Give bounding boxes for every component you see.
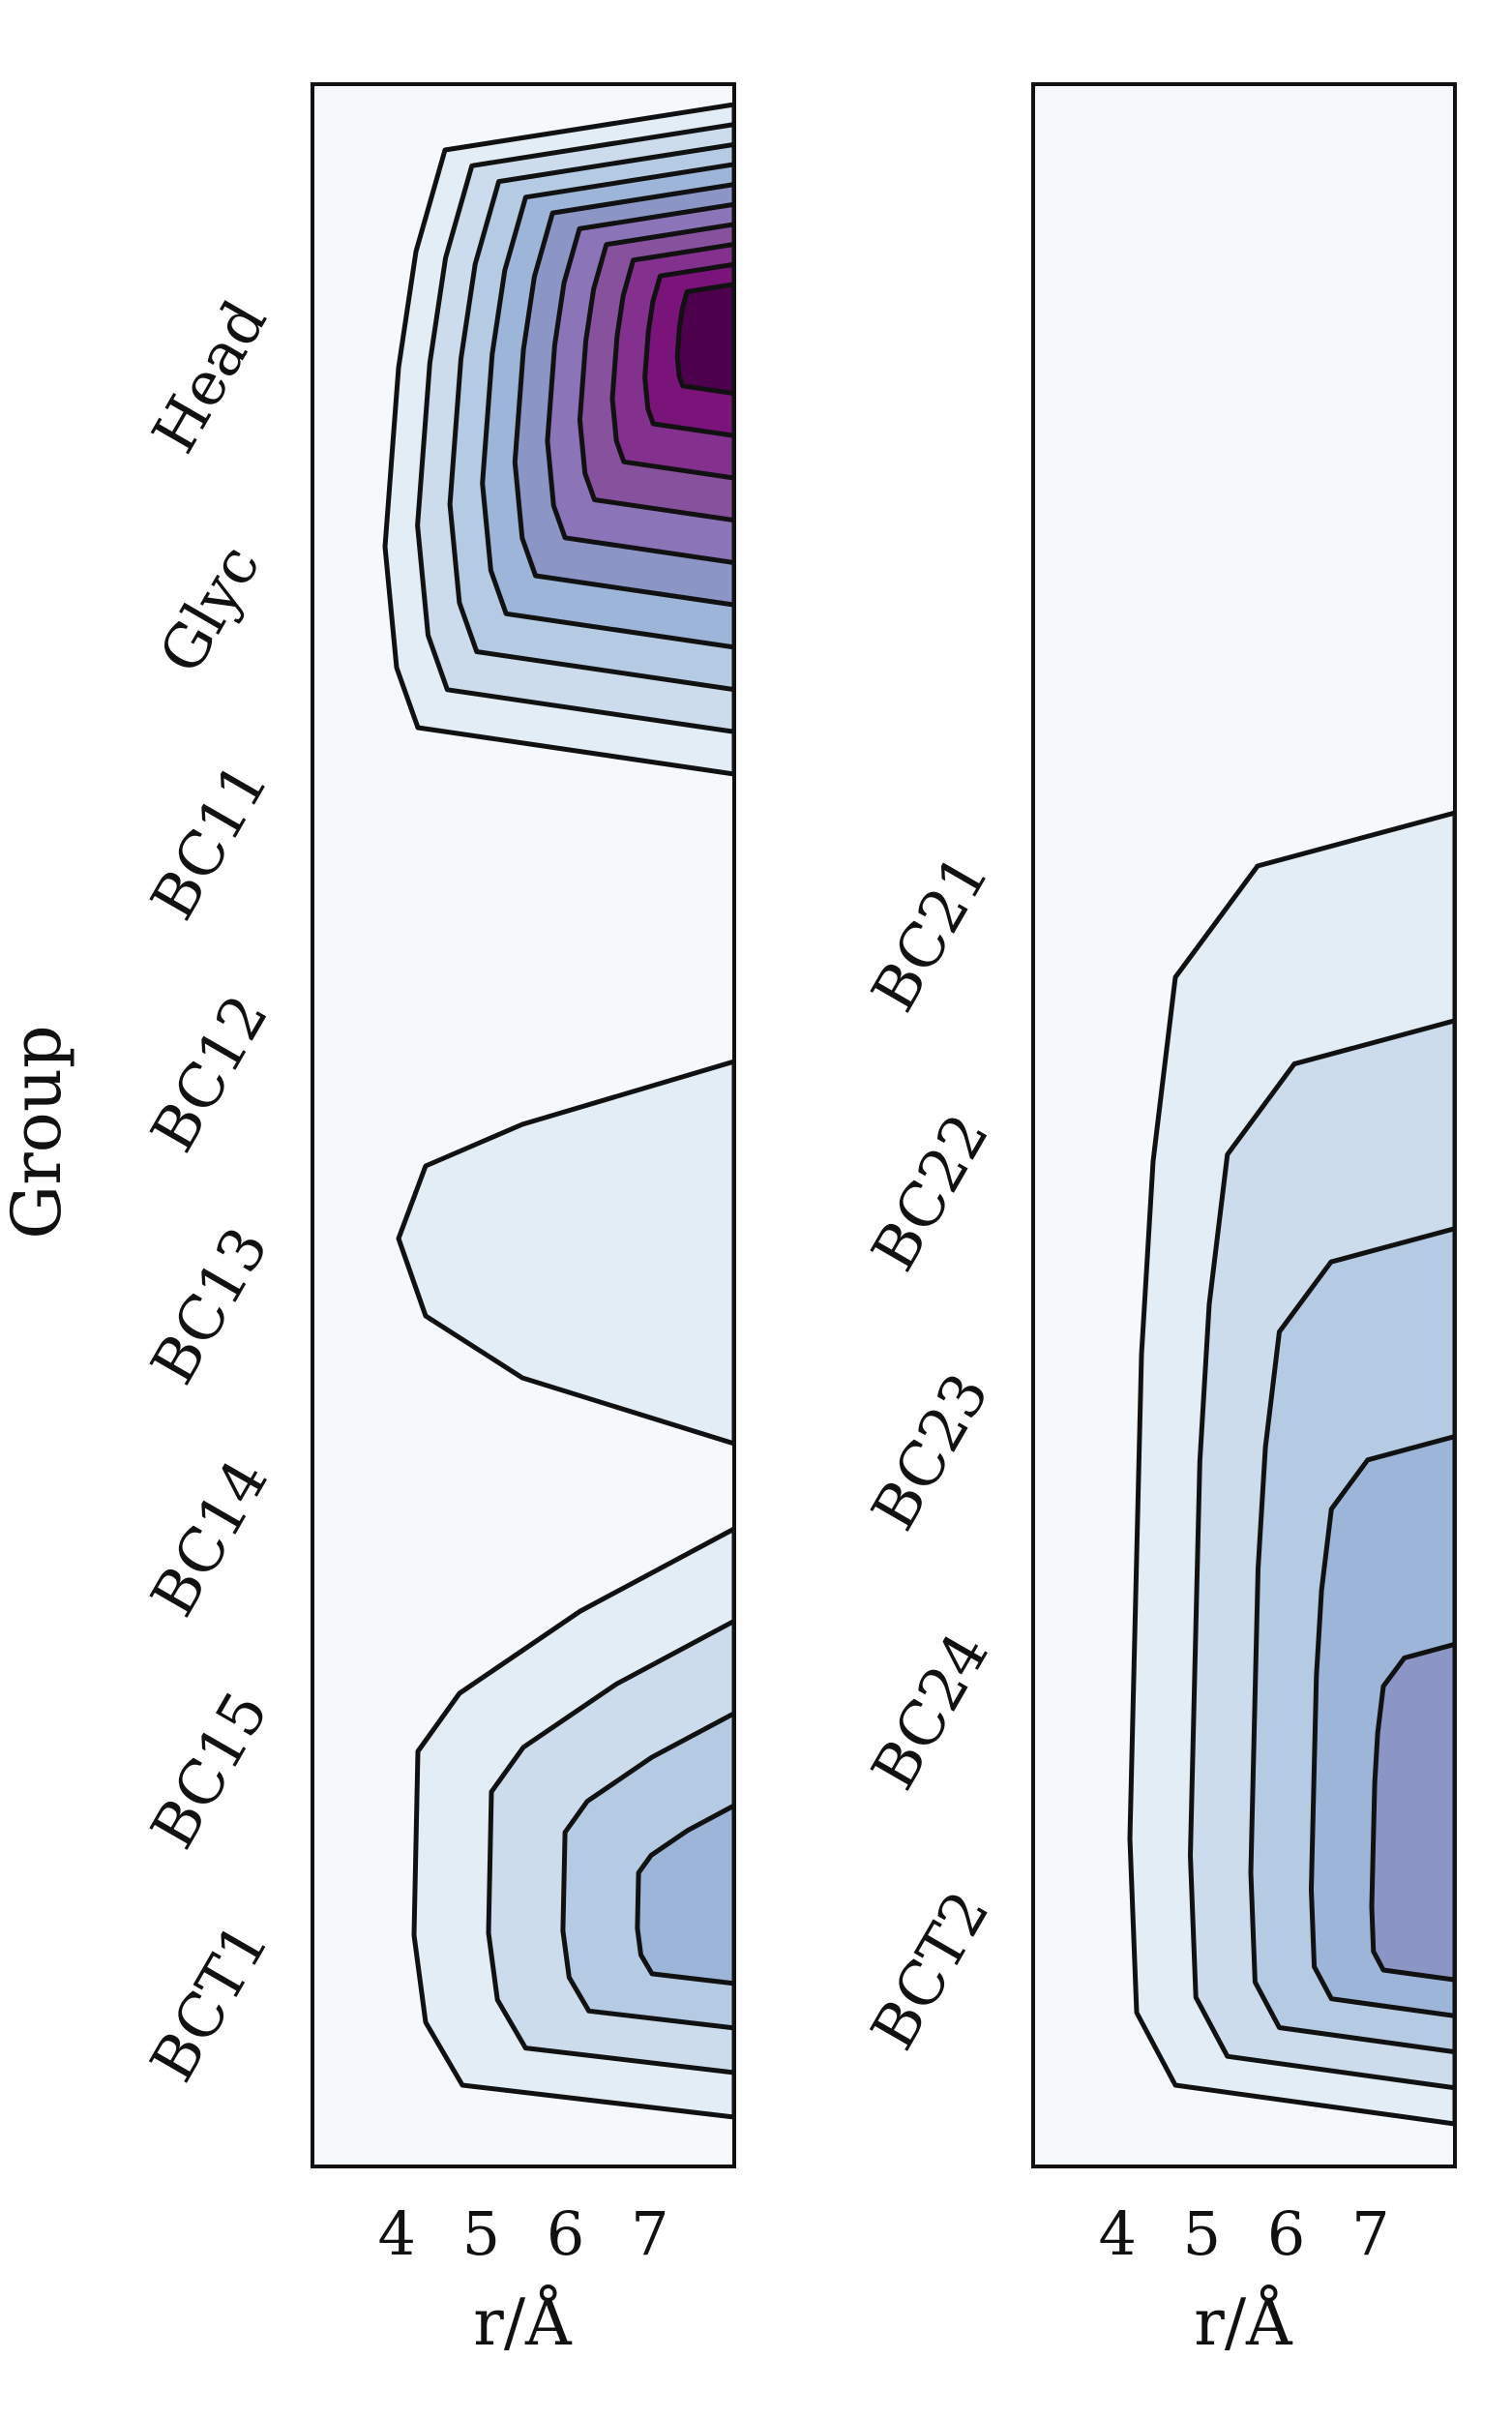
x-tick-label-6: 6 <box>547 2198 584 2269</box>
y-tick-label-bct1: BCT1 <box>136 1911 282 2093</box>
bc13-contour-level-1 <box>396 1059 734 1447</box>
left-y-axis-label: Group <box>0 1025 76 1239</box>
y-tick-label-head: Head <box>138 289 281 464</box>
right-y-ticks: BC21 BC22 BC23 BC24 BCT2 <box>857 843 1003 2061</box>
y-tick-label-bc14: BC14 <box>137 1448 282 1628</box>
y-tick-label-bc21: BC21 <box>858 843 1003 1023</box>
x-tick-label-5: 5 <box>1183 2198 1221 2269</box>
y-tick-label-bc24: BC24 <box>858 1621 1003 1801</box>
x-tick-label-4: 4 <box>1098 2198 1136 2269</box>
head-glyc-contour-level-10 <box>674 282 734 397</box>
left-y-ticks: Head Glyc BC11 BC12 BC13 BC14 BC15 BCT1 <box>136 289 282 2094</box>
left-x-axis-label: r/Å <box>473 2285 573 2360</box>
y-tick-label-bc15: BC15 <box>137 1680 282 1860</box>
y-tick-label-bc23: BC23 <box>858 1361 1003 1541</box>
y-tick-label-bct2: BCT2 <box>857 1879 1003 2061</box>
right-plot-frame <box>1031 82 1457 2168</box>
right-contours <box>1127 810 1455 2127</box>
y-tick-label-bc22: BC22 <box>858 1102 1003 1282</box>
x-tick-label-5: 5 <box>462 2198 500 2269</box>
left-plot-frame <box>311 82 736 2168</box>
y-tick-label-bc12: BC12 <box>137 983 282 1163</box>
bc2-tail-contour-level-5 <box>1369 1641 1455 1983</box>
x-tick-label-4: 4 <box>377 2198 415 2269</box>
x-tick-label-7: 7 <box>1351 2198 1389 2269</box>
y-tick-label-glyc: Glyc <box>145 533 274 685</box>
right-x-axis-label: r/Å <box>1194 2285 1293 2360</box>
y-tick-label-bc13: BC13 <box>137 1215 282 1395</box>
x-tick-label-6: 6 <box>1267 2198 1305 2269</box>
bct1-contour-level-4 <box>635 1803 734 1986</box>
y-tick-label-bc11: BC11 <box>137 751 282 931</box>
x-tick-label-7: 7 <box>631 2198 668 2269</box>
left-contours <box>382 102 734 2120</box>
